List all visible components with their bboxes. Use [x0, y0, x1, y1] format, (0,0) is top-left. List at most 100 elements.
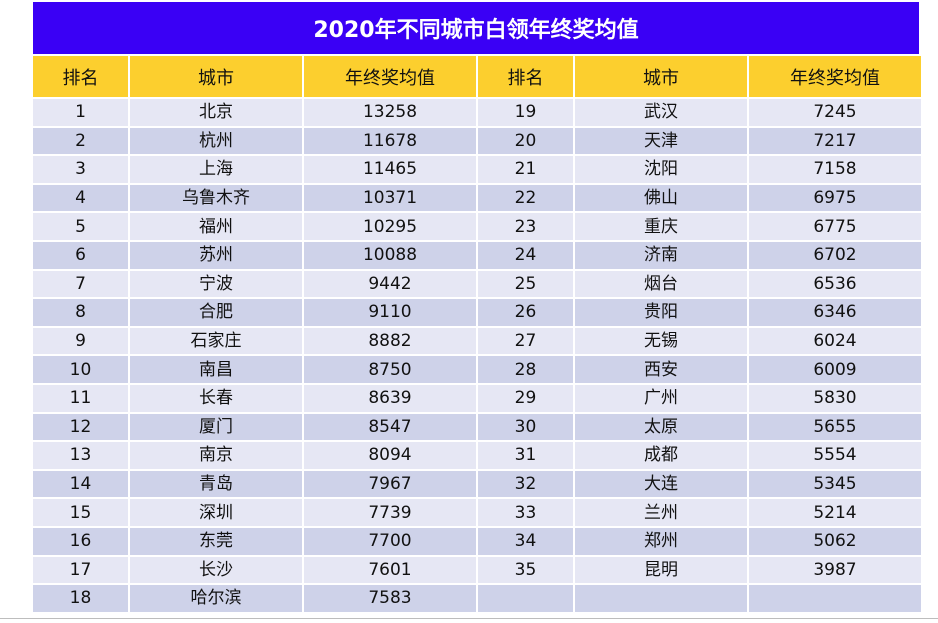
header-value-right: 年终奖均值	[749, 56, 921, 97]
table-row: 14 青岛 7967 32 大连 5345	[33, 470, 921, 498]
cell-city-right: 太原	[575, 413, 747, 441]
cell-rank-left: 16	[33, 527, 128, 555]
cell-value-left: 7739	[304, 499, 476, 526]
cell-value-right: 6702	[749, 241, 921, 269]
table-row: 16 东莞 7700 34 郑州 5062	[33, 527, 921, 555]
cell-value-right: 6346	[749, 299, 921, 326]
cell-city-right: 佛山	[575, 184, 747, 212]
cell-rank-right: 29	[478, 384, 573, 412]
ranking-table: 排名 城市 年终奖均值 排名 城市 年终奖均值 1 北京 13258 19 武汉 7245…	[31, 54, 923, 614]
cell-value-right: 3987	[749, 556, 921, 584]
cell-rank-left: 7	[33, 270, 128, 298]
cell-value-right: 6975	[749, 184, 921, 212]
header-city-right: 城市	[575, 56, 747, 97]
cell-value-right: 7245	[749, 99, 921, 126]
cell-rank-left: 10	[33, 356, 128, 383]
cell-rank-right: 31	[478, 442, 573, 469]
table-row: 8 合肥 9110 26 贵阳 6346	[33, 299, 921, 326]
cell-rank-left: 3	[33, 156, 128, 183]
table-row: 10 南昌 8750 28 西安 6009	[33, 356, 921, 383]
cell-city-right: 贵阳	[575, 299, 747, 326]
cell-city-right: 烟台	[575, 270, 747, 298]
cell-value-left: 10295	[304, 213, 476, 240]
cell-value-right: 5214	[749, 499, 921, 526]
cell-rank-right: 23	[478, 213, 573, 240]
cell-value-left: 11678	[304, 127, 476, 155]
header-value-left: 年终奖均值	[304, 56, 476, 97]
cell-city-right: 济南	[575, 241, 747, 269]
cell-city-left: 乌鲁木齐	[130, 184, 302, 212]
cell-value-left: 9442	[304, 270, 476, 298]
cell-rank-left: 14	[33, 470, 128, 498]
cell-rank-left: 9	[33, 327, 128, 355]
cell-rank-right: 25	[478, 270, 573, 298]
cell-city-left: 东莞	[130, 527, 302, 555]
cell-value-right: 6009	[749, 356, 921, 383]
cell-rank-left: 1	[33, 99, 128, 126]
cell-rank-right: 27	[478, 327, 573, 355]
table-row: 3 上海 11465 21 沈阳 7158	[33, 156, 921, 183]
cell-city-left: 宁波	[130, 270, 302, 298]
cell-rank-left: 5	[33, 213, 128, 240]
cell-value-left: 11465	[304, 156, 476, 183]
cell-value-left: 8639	[304, 384, 476, 412]
table-row: 18 哈尔滨 7583	[33, 585, 921, 612]
cell-value-left: 8094	[304, 442, 476, 469]
cell-rank-left: 15	[33, 499, 128, 526]
cell-city-left: 北京	[130, 99, 302, 126]
table-row: 15 深圳 7739 33 兰州 5214	[33, 499, 921, 526]
cell-value-left: 13258	[304, 99, 476, 126]
table-row: 2 杭州 11678 20 天津 7217	[33, 127, 921, 155]
cell-rank-left: 2	[33, 127, 128, 155]
cell-rank-right: 34	[478, 527, 573, 555]
cell-rank-left: 6	[33, 241, 128, 269]
cell-city-left: 长沙	[130, 556, 302, 584]
cell-city-left: 深圳	[130, 499, 302, 526]
cell-value-left: 7601	[304, 556, 476, 584]
cell-rank-right: 28	[478, 356, 573, 383]
table-row: 1 北京 13258 19 武汉 7245	[33, 99, 921, 126]
cell-rank-left: 11	[33, 384, 128, 412]
table-row: 12 厦门 8547 30 太原 5655	[33, 413, 921, 441]
header-row: 排名 城市 年终奖均值 排名 城市 年终奖均值	[33, 56, 921, 97]
cell-rank-left: 13	[33, 442, 128, 469]
cell-city-right: 昆明	[575, 556, 747, 584]
table-row: 7 宁波 9442 25 烟台 6536	[33, 270, 921, 298]
cell-city-right: 郑州	[575, 527, 747, 555]
cell-city-left: 合肥	[130, 299, 302, 326]
cell-value-right: 5345	[749, 470, 921, 498]
cell-city-left: 石家庄	[130, 327, 302, 355]
table-row: 11 长春 8639 29 广州 5830	[33, 384, 921, 412]
cell-city-right: 沈阳	[575, 156, 747, 183]
cell-value-right: 7217	[749, 127, 921, 155]
cell-city-right: 武汉	[575, 99, 747, 126]
cell-rank-right: 30	[478, 413, 573, 441]
cell-rank-right: 20	[478, 127, 573, 155]
cell-rank-left: 12	[33, 413, 128, 441]
cell-value-right: 5655	[749, 413, 921, 441]
cell-value-right	[749, 585, 921, 612]
cell-rank-left: 18	[33, 585, 128, 612]
cell-value-right: 6024	[749, 327, 921, 355]
cell-value-left: 8547	[304, 413, 476, 441]
cell-value-right: 5554	[749, 442, 921, 469]
cell-rank-right: 24	[478, 241, 573, 269]
cell-value-right: 7158	[749, 156, 921, 183]
cell-value-left: 10371	[304, 184, 476, 212]
cell-city-left: 厦门	[130, 413, 302, 441]
cell-value-left: 7967	[304, 470, 476, 498]
cell-city-right: 天津	[575, 127, 747, 155]
bottom-divider	[0, 618, 938, 619]
cell-value-left: 7583	[304, 585, 476, 612]
cell-value-left: 9110	[304, 299, 476, 326]
cell-rank-left: 8	[33, 299, 128, 326]
cell-city-right: 广州	[575, 384, 747, 412]
cell-value-right: 5830	[749, 384, 921, 412]
cell-city-left: 南京	[130, 442, 302, 469]
cell-value-right: 5062	[749, 527, 921, 555]
cell-rank-right: 26	[478, 299, 573, 326]
table-row: 5 福州 10295 23 重庆 6775	[33, 213, 921, 240]
header-rank-left: 排名	[33, 56, 128, 97]
cell-rank-right	[478, 585, 573, 612]
cell-value-right: 6775	[749, 213, 921, 240]
